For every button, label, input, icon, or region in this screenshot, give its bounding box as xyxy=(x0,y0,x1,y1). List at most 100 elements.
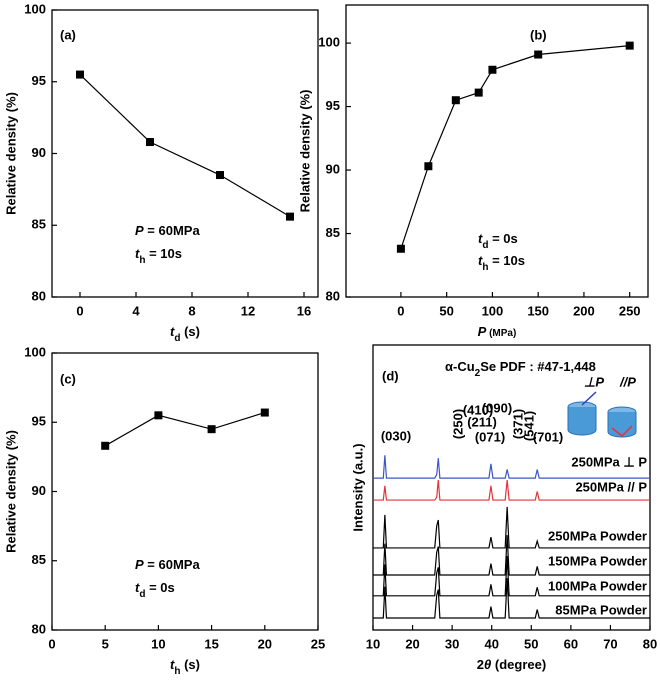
x-tick-label: 10 xyxy=(366,636,380,651)
pattern-line xyxy=(373,578,650,619)
text-part: = 0s xyxy=(145,580,174,595)
text-part: (degree) xyxy=(491,657,546,672)
arrow xyxy=(611,425,633,438)
annotation: td = 0s xyxy=(478,231,518,251)
x-tick-label: 70 xyxy=(603,636,617,651)
data-point xyxy=(424,162,433,171)
arrow xyxy=(581,391,597,406)
text-part: t xyxy=(170,657,175,672)
icon-label: //P xyxy=(619,374,636,389)
x-tick-label: 40 xyxy=(484,636,498,651)
text-part: (MPa) xyxy=(486,328,516,339)
text-part: d xyxy=(482,240,488,251)
plot-frame xyxy=(372,344,651,631)
data-point xyxy=(146,138,154,147)
y-axis-label: Intensity (a.u.) xyxy=(350,443,365,531)
x-tick-label: 0 xyxy=(76,303,83,318)
panel-label: (d) xyxy=(382,368,399,383)
x-tick-label: 12 xyxy=(241,303,255,318)
series-label: 100MPa Powder xyxy=(548,578,647,593)
x-tick-label: 16 xyxy=(297,303,311,318)
icon-label: ⊥P xyxy=(584,374,604,389)
data-point xyxy=(154,411,163,420)
x-tick-label: 8 xyxy=(188,303,195,318)
series-label: 250MPa // P xyxy=(575,479,647,494)
text-part: P xyxy=(135,223,144,238)
x-tick-label: 150 xyxy=(527,303,549,318)
data-point xyxy=(451,96,460,105)
x-tick-label: 0 xyxy=(48,636,55,651)
pattern-line xyxy=(373,480,650,501)
x-axis-label: P (MPa) xyxy=(478,324,517,339)
annotation: P = 60MPa xyxy=(135,223,200,238)
series-label: 85MPa Powder xyxy=(555,602,647,617)
text-part: h xyxy=(482,262,488,273)
peak-label: (541) xyxy=(521,411,536,441)
panel-label: (c) xyxy=(60,371,76,386)
series-label: 250MPa Powder xyxy=(548,528,647,543)
text-part: = 0s xyxy=(488,231,517,246)
series-label: 150MPa Powder xyxy=(548,553,647,568)
y-tick-label: 100 xyxy=(24,344,46,359)
y-tick-label: 90 xyxy=(32,483,46,498)
y-tick-label: 80 xyxy=(326,288,340,303)
annotation: th = 10s xyxy=(478,253,525,273)
text-part: t xyxy=(135,580,140,595)
text-part: = 60MPa xyxy=(144,557,201,572)
x-tick-label: 100 xyxy=(482,303,504,318)
peak-label: (371) xyxy=(510,409,525,439)
y-tick-label: 100 xyxy=(318,35,340,50)
text-part: θ xyxy=(484,657,491,672)
data-point xyxy=(534,50,543,59)
peak-label: (090) xyxy=(482,400,512,415)
text-part: t xyxy=(170,324,175,339)
text-part: d xyxy=(174,333,180,344)
x-tick-label: 15 xyxy=(204,636,218,651)
annotation: th = 10s xyxy=(135,246,182,266)
text-part: 2 xyxy=(475,368,481,379)
text-part: h xyxy=(174,666,180,677)
x-axis-label: td (s) xyxy=(170,324,200,344)
y-axis-label: Relative density (%) xyxy=(3,92,18,215)
x-axis-label: 2θ (degree) xyxy=(477,657,546,672)
text-part: d xyxy=(139,589,145,600)
annotation: α-Cu2Se PDF : #47-1,448 xyxy=(445,359,596,379)
cylinder-body xyxy=(567,407,597,436)
y-tick-label: 85 xyxy=(326,225,340,240)
orientation-icons xyxy=(567,391,637,438)
data-point xyxy=(474,88,483,97)
data-point xyxy=(396,244,405,253)
text-part: Se PDF : #47-1,448 xyxy=(480,359,596,374)
y-tick-label: 90 xyxy=(326,161,340,176)
y-tick-label: 85 xyxy=(32,552,46,567)
data-point xyxy=(207,425,216,434)
data-line xyxy=(400,45,630,249)
x-tick-label: 80 xyxy=(643,636,657,651)
data-point xyxy=(488,65,497,74)
y-tick-label: 85 xyxy=(32,217,46,232)
x-tick-label: 20 xyxy=(258,636,272,651)
data-point xyxy=(625,41,634,50)
text-part: = 10s xyxy=(488,253,525,268)
peak-label: (250) xyxy=(450,409,465,439)
data-point xyxy=(101,441,110,450)
x-tick-label: 5 xyxy=(102,636,109,651)
text-part: 2 xyxy=(477,657,484,672)
text-part: α-Cu xyxy=(445,359,475,374)
x-tick-label: 50 xyxy=(524,636,538,651)
text-part: t xyxy=(478,253,483,268)
y-axis-label: Relative density (%) xyxy=(297,90,312,213)
data-point xyxy=(76,70,84,79)
text-part: P xyxy=(135,557,144,572)
panel-label: (a) xyxy=(60,27,76,42)
data-point xyxy=(260,408,269,417)
plot-frame xyxy=(345,4,649,298)
peak-label: (211) xyxy=(467,414,497,429)
x-tick-label: 250 xyxy=(619,303,641,318)
pattern-line xyxy=(373,555,650,597)
peak-label: (030) xyxy=(381,428,411,443)
text-part: (s) xyxy=(180,657,200,672)
text-part: t xyxy=(135,246,140,261)
pattern-line xyxy=(373,535,650,576)
